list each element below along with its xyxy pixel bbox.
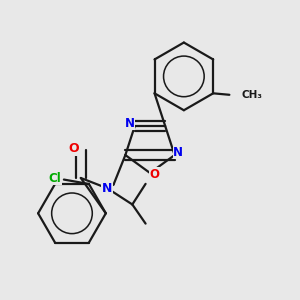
Text: N: N — [124, 117, 134, 130]
Text: O: O — [68, 142, 79, 155]
Text: N: N — [173, 146, 183, 159]
Text: Cl: Cl — [49, 172, 62, 184]
Text: CH₃: CH₃ — [242, 90, 263, 100]
Text: O: O — [149, 168, 159, 181]
Text: N: N — [102, 182, 112, 195]
